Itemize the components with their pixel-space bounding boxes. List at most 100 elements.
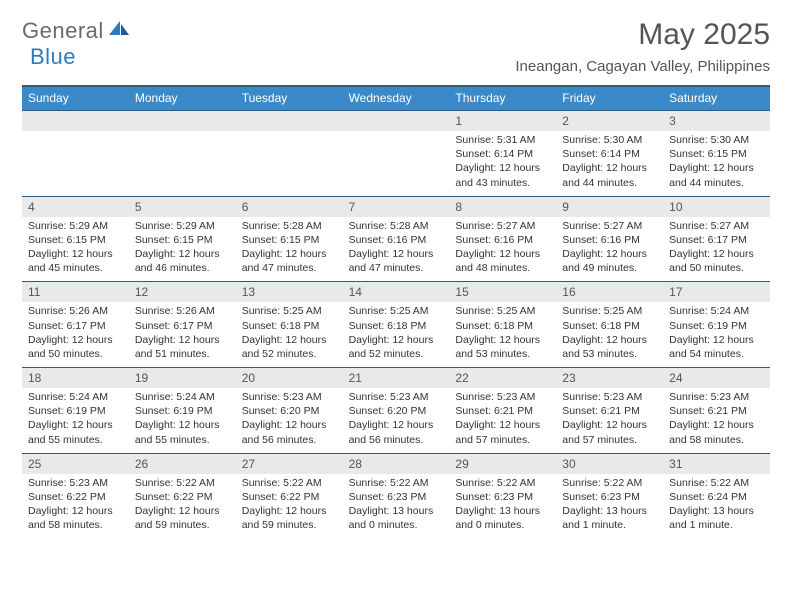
day-number: 21 xyxy=(343,368,450,388)
dow-tue: Tuesday xyxy=(236,87,343,110)
day-number xyxy=(343,111,450,131)
sunrise-text: Sunrise: 5:28 AM xyxy=(349,219,444,233)
sunset-text: Sunset: 6:19 PM xyxy=(28,404,123,418)
daynum-row: 25262728293031 xyxy=(22,454,770,474)
daylight-text: Daylight: 12 hours and 58 minutes. xyxy=(28,504,123,532)
sunset-text: Sunset: 6:22 PM xyxy=(135,490,230,504)
day-number: 30 xyxy=(556,454,663,474)
daybody-row: Sunrise: 5:29 AM Sunset: 6:15 PM Daylight:… xyxy=(22,217,770,282)
sunset-text: Sunset: 6:21 PM xyxy=(669,404,764,418)
logo-sail-icon xyxy=(108,20,130,43)
logo-word2-wrap: Blue xyxy=(30,44,76,70)
dow-mon: Monday xyxy=(129,87,236,110)
daylight-text: Daylight: 12 hours and 52 minutes. xyxy=(242,333,337,361)
day-number xyxy=(22,111,129,131)
logo-word2: Blue xyxy=(30,44,76,69)
daylight-text: Daylight: 12 hours and 52 minutes. xyxy=(349,333,444,361)
sunrise-text: Sunrise: 5:30 AM xyxy=(562,133,657,147)
dow-fri: Friday xyxy=(556,87,663,110)
sunset-text: Sunset: 6:14 PM xyxy=(562,147,657,161)
day-body: Sunrise: 5:24 AMSunset: 6:19 PMDaylight:… xyxy=(663,302,770,367)
day-number: 31 xyxy=(663,454,770,474)
sunrise-text: Sunrise: 5:25 AM xyxy=(562,304,657,318)
day-body: Sunrise: 5:27 AMSunset: 6:16 PMDaylight:… xyxy=(556,217,663,282)
day-number: 13 xyxy=(236,282,343,302)
day-body: Sunrise: 5:23 AMSunset: 6:21 PMDaylight:… xyxy=(556,388,663,453)
sunset-text: Sunset: 6:15 PM xyxy=(242,233,337,247)
sunrise-text: Sunrise: 5:30 AM xyxy=(669,133,764,147)
day-number: 28 xyxy=(343,454,450,474)
month-title: May 2025 xyxy=(515,18,770,52)
daylight-text: Daylight: 12 hours and 46 minutes. xyxy=(135,247,230,275)
week-3: 11121314151617Sunrise: 5:26 AMSunset: 6:… xyxy=(22,281,770,367)
daylight-text: Daylight: 13 hours and 1 minute. xyxy=(669,504,764,532)
day-number: 26 xyxy=(129,454,236,474)
week-4: 18192021222324Sunrise: 5:24 AMSunset: 6:… xyxy=(22,367,770,453)
day-body: Sunrise: 5:27 AMSunset: 6:17 PMDaylight:… xyxy=(663,217,770,282)
daylight-text: Daylight: 12 hours and 53 minutes. xyxy=(455,333,550,361)
day-body: Sunrise: 5:22 AMSunset: 6:23 PMDaylight:… xyxy=(556,474,663,539)
sunrise-text: Sunrise: 5:25 AM xyxy=(242,304,337,318)
title-block: May 2025 Ineangan, Cagayan Valley, Phili… xyxy=(515,18,770,75)
day-body xyxy=(343,131,450,196)
daylight-text: Daylight: 13 hours and 0 minutes. xyxy=(455,504,550,532)
sunset-text: Sunset: 6:17 PM xyxy=(28,319,123,333)
daylight-text: Daylight: 12 hours and 50 minutes. xyxy=(28,333,123,361)
day-number: 3 xyxy=(663,111,770,131)
sunset-text: Sunset: 6:18 PM xyxy=(455,319,550,333)
daylight-text: Daylight: 12 hours and 58 minutes. xyxy=(669,418,764,446)
location: Ineangan, Cagayan Valley, Philippines xyxy=(515,58,770,75)
daylight-text: Daylight: 12 hours and 44 minutes. xyxy=(669,161,764,189)
daylight-text: Daylight: 12 hours and 56 minutes. xyxy=(242,418,337,446)
day-body: Sunrise: 5:22 AMSunset: 6:22 PMDaylight:… xyxy=(129,474,236,539)
daybody-row: Sunrise: 5:26 AMSunset: 6:17 PMDaylight:… xyxy=(22,302,770,367)
sunset-text: Sunset: 6:17 PM xyxy=(135,319,230,333)
day-number: 17 xyxy=(663,282,770,302)
day-body: Sunrise: 5:23 AMSunset: 6:20 PMDaylight:… xyxy=(236,388,343,453)
day-body: Sunrise: 5:24 AMSunset: 6:19 PMDaylight:… xyxy=(22,388,129,453)
daylight-text: Daylight: 12 hours and 55 minutes. xyxy=(28,418,123,446)
day-number: 2 xyxy=(556,111,663,131)
day-number: 7 xyxy=(343,197,450,217)
sunrise-text: Sunrise: 5:26 AM xyxy=(28,304,123,318)
sunset-text: Sunset: 6:18 PM xyxy=(562,319,657,333)
logo-word1: General xyxy=(22,18,104,44)
sunrise-text: Sunrise: 5:27 AM xyxy=(455,219,550,233)
day-body: Sunrise: 5:27 AMSunset: 6:16 PMDaylight:… xyxy=(449,217,556,282)
week-5: 25262728293031Sunrise: 5:23 AMSunset: 6:… xyxy=(22,453,770,539)
day-number: 6 xyxy=(236,197,343,217)
dow-wed: Wednesday xyxy=(343,87,450,110)
day-body xyxy=(22,131,129,196)
daylight-text: Daylight: 12 hours and 57 minutes. xyxy=(455,418,550,446)
day-number xyxy=(129,111,236,131)
day-number: 12 xyxy=(129,282,236,302)
day-number: 24 xyxy=(663,368,770,388)
day-body: Sunrise: 5:30 AMSunset: 6:15 PMDaylight:… xyxy=(663,131,770,196)
daybody-row: Sunrise: 5:31 AMSunset: 6:14 PMDaylight:… xyxy=(22,131,770,196)
day-body: Sunrise: 5:23 AMSunset: 6:22 PMDaylight:… xyxy=(22,474,129,539)
sunset-text: Sunset: 6:19 PM xyxy=(669,319,764,333)
daylight-text: Daylight: 12 hours and 59 minutes. xyxy=(135,504,230,532)
weeks-container: 12 3 Sunrise: 5:31 AMSunset: 6:14 PMDaylig… xyxy=(22,110,770,538)
day-body: Sunrise: 5:24 AMSunset: 6:19 PMDaylight:… xyxy=(129,388,236,453)
sunrise-text: Sunrise: 5:25 AM xyxy=(455,304,550,318)
daybody-row: Sunrise: 5:24 AMSunset: 6:19 PMDaylight:… xyxy=(22,388,770,453)
day-body: Sunrise: 5:22 AMSunset: 6:23 PMDaylight:… xyxy=(343,474,450,539)
sunrise-text: Sunrise: 5:29 AM xyxy=(135,219,230,233)
dow-row: Sunday Monday Tuesday Wednesday Thursday… xyxy=(22,87,770,110)
day-body: Sunrise: 5:29 AMSunset: 6:15 PMDaylight:… xyxy=(129,217,236,282)
day-body: Sunrise: 5:23 AMSunset: 6:21 PMDaylight:… xyxy=(449,388,556,453)
day-number: 27 xyxy=(236,454,343,474)
sunrise-text: Sunrise: 5:22 AM xyxy=(242,476,337,490)
sunset-text: Sunset: 6:19 PM xyxy=(135,404,230,418)
daylight-text: Daylight: 12 hours and 50 minutes. xyxy=(669,247,764,275)
sunrise-text: Sunrise: 5:23 AM xyxy=(242,390,337,404)
sunset-text: Sunset: 6:15 PM xyxy=(28,233,123,247)
daylight-text: Daylight: 13 hours and 0 minutes. xyxy=(349,504,444,532)
day-body: Sunrise: 5:31 AMSunset: 6:14 PMDaylight:… xyxy=(449,131,556,196)
sunset-text: Sunset: 6:20 PM xyxy=(242,404,337,418)
sunset-text: Sunset: 6:16 PM xyxy=(349,233,444,247)
day-number: 29 xyxy=(449,454,556,474)
day-number: 23 xyxy=(556,368,663,388)
day-number: 14 xyxy=(343,282,450,302)
